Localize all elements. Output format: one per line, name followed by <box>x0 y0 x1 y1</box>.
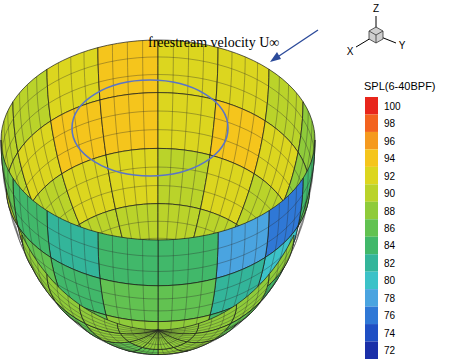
colorbar-swatch <box>365 272 378 289</box>
colorbar-tick-label: 74 <box>384 328 396 339</box>
colorbar-tick-label: 98 <box>384 118 396 129</box>
surface-cell <box>158 232 218 285</box>
colorbar-tick-label: 76 <box>384 310 396 321</box>
mesh-line <box>48 281 83 319</box>
colorbar-tick-label: 90 <box>384 188 396 199</box>
surface-cell <box>158 330 174 349</box>
colorbar-swatch <box>365 132 378 149</box>
surface-cell <box>80 305 121 334</box>
hemisphere-inner <box>1 40 315 330</box>
colorbar-swatch <box>365 342 378 359</box>
color-bar: SPL(6-40BPF) 100 98 96 94 92 90 88 86 84 82 80 78 76 7… <box>364 80 436 359</box>
triad-cube-edge <box>369 31 383 43</box>
colorbar-swatch <box>365 237 378 254</box>
mesh-line <box>158 330 170 349</box>
colorbar-tick-label: 100 <box>384 101 401 112</box>
mesh-line <box>158 282 214 322</box>
axis-label: Y <box>399 40 406 51</box>
mesh-line <box>197 309 236 331</box>
hemisphere-outer <box>1 140 315 355</box>
colorbar-swatch <box>365 289 378 306</box>
surface-cell <box>47 274 86 323</box>
triad-cube <box>369 27 383 43</box>
colorbar-swatch <box>365 324 378 341</box>
colorbar-swatch <box>365 254 378 271</box>
colorbar-swatch <box>365 184 378 201</box>
surface-cell <box>100 93 158 155</box>
axis-triad: Z X Y <box>347 3 406 57</box>
colorbar-swatch <box>365 307 378 324</box>
colorbar-tick-label: 96 <box>384 136 396 147</box>
chart: freestream velocity U∞ Z X Y SPL(6-40BPF) 100… <box>0 0 476 360</box>
arrow-head <box>270 52 281 62</box>
mesh-line <box>267 187 302 250</box>
mesh-line <box>102 282 158 322</box>
axis-label: X <box>347 46 354 57</box>
axis-label: Z <box>373 3 379 14</box>
mesh-line <box>23 243 52 294</box>
mesh-line <box>14 187 49 250</box>
colorbar-swatch <box>365 97 378 114</box>
surface-cell <box>158 278 216 321</box>
colorbar-swatch <box>365 114 378 131</box>
colorbar-tick-label: 88 <box>384 206 396 217</box>
mesh-line <box>158 149 207 207</box>
surface-cell <box>106 148 158 209</box>
mesh-line <box>80 309 119 331</box>
colorbar-swatch <box>365 202 378 219</box>
mesh-line <box>158 93 214 152</box>
colorbar-tick-label: 92 <box>384 171 396 182</box>
surface-cell <box>231 274 269 323</box>
colorbar-tick-label: 72 <box>384 345 396 356</box>
colorbar-tick-label: 86 <box>384 223 396 234</box>
mesh-line <box>109 149 158 207</box>
colorbar-tick-label: 78 <box>384 293 396 304</box>
surface-cell <box>98 232 158 285</box>
colorbar-tick-label: 84 <box>384 240 396 251</box>
colorbar-swatch <box>365 219 378 236</box>
mesh-line <box>102 93 158 152</box>
surface-cell <box>100 278 158 321</box>
colorbar-tick-label: 80 <box>384 275 396 286</box>
mesh-line <box>158 236 218 286</box>
mesh-line <box>118 326 158 334</box>
colorbar-swatch <box>365 149 378 166</box>
annotation: freestream velocity U∞ <box>148 35 279 50</box>
surface-cell <box>117 324 158 334</box>
surface-cell <box>158 93 216 155</box>
colorbar-label: SPL(6-40BPF) <box>364 80 436 92</box>
colorbar-tick-label: 94 <box>384 153 396 164</box>
arrow-shaft <box>276 30 318 58</box>
mesh-line <box>98 236 158 286</box>
colorbar-tick-label: 82 <box>384 258 396 269</box>
rotor-outline <box>72 80 228 176</box>
surface-cell <box>1 140 18 226</box>
colorbar-swatch <box>365 167 378 184</box>
mesh-line <box>2 150 16 217</box>
